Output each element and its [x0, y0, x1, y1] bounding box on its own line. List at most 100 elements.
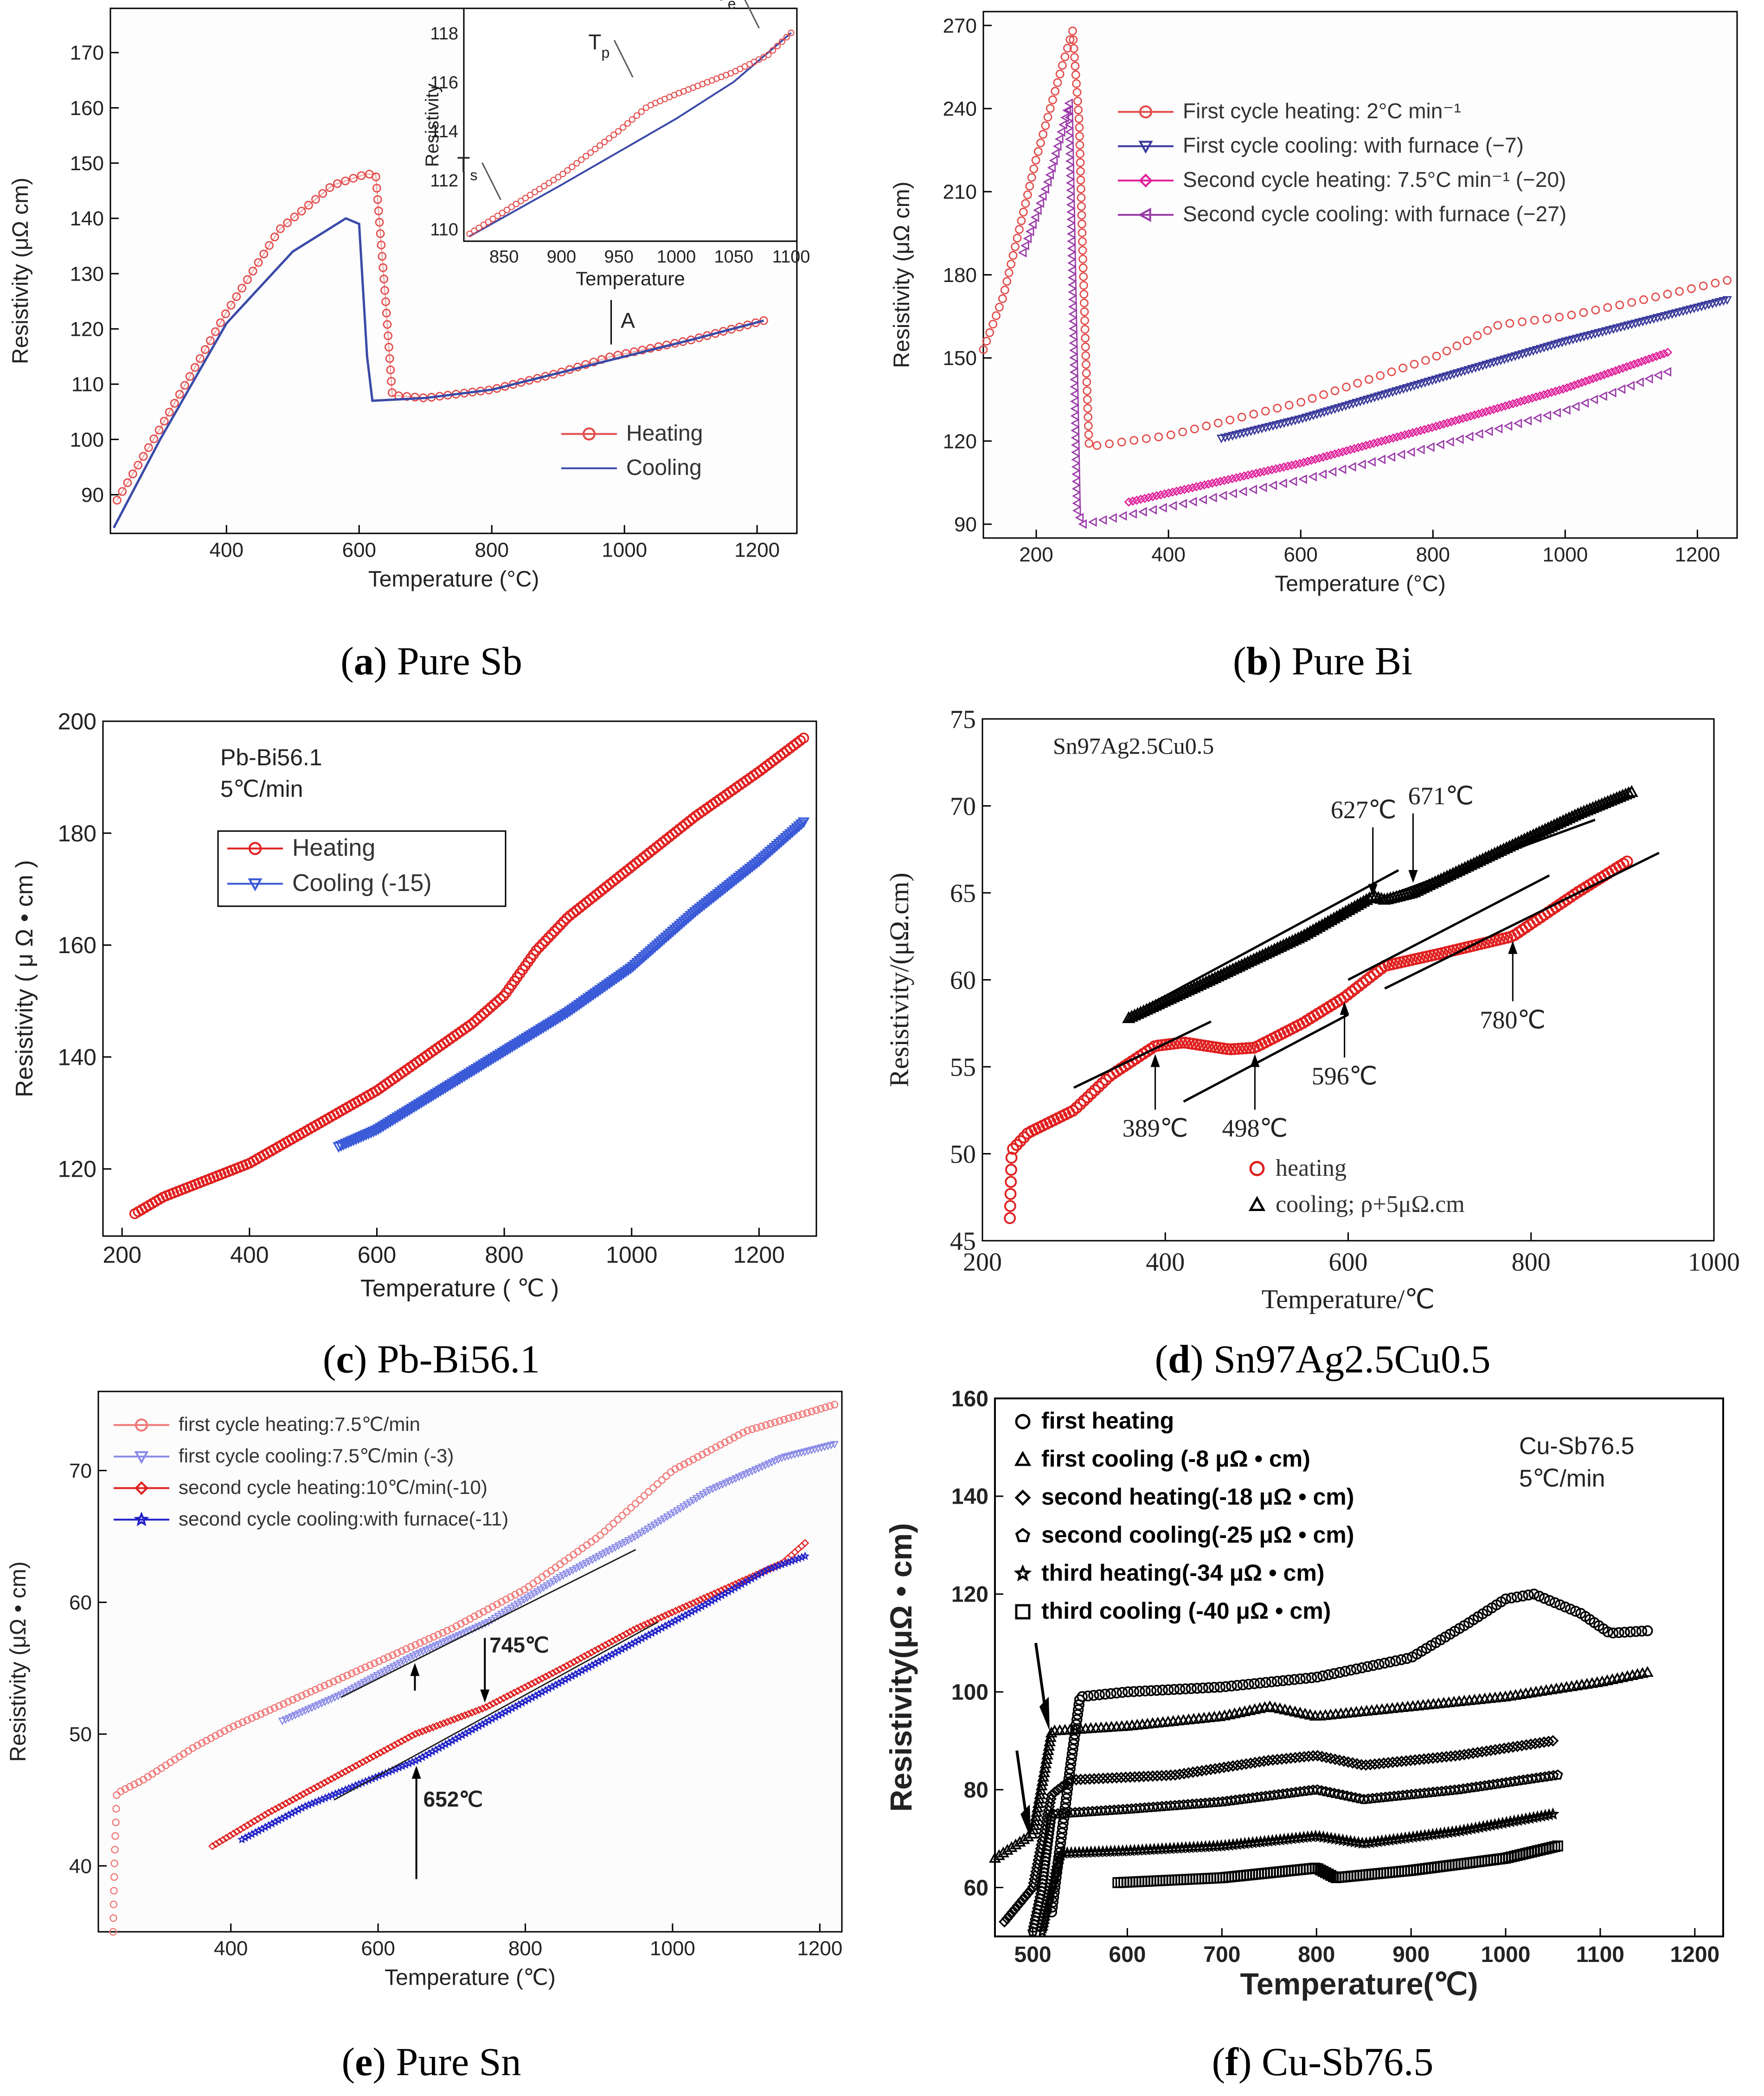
data-point	[496, 1696, 504, 1704]
data-point	[599, 981, 611, 993]
data-point	[264, 1808, 273, 1817]
data-point	[482, 1057, 494, 1068]
data-point	[1633, 358, 1642, 368]
data-point	[1377, 455, 1386, 464]
data-point	[546, 1580, 555, 1588]
legend-label: second cycle heating:10℃/min(-10)	[179, 1476, 488, 1498]
data-point	[1361, 441, 1371, 450]
data-point	[415, 1728, 423, 1737]
data-point	[1014, 1897, 1026, 1909]
data-point	[473, 1062, 485, 1074]
data-point	[1157, 1685, 1168, 1696]
inset-heating-point	[526, 192, 534, 199]
data-point	[1384, 1867, 1395, 1878]
data-point	[1584, 375, 1594, 385]
data-point	[1202, 422, 1211, 430]
data-point	[1316, 1785, 1327, 1795]
data-point	[1043, 177, 1052, 187]
data-point	[1066, 200, 1075, 210]
data-point	[492, 1051, 504, 1062]
data-point	[1644, 374, 1653, 384]
data-point	[1392, 432, 1402, 442]
data-point	[1357, 459, 1366, 469]
data-point	[1396, 1654, 1407, 1666]
data-point	[705, 894, 718, 905]
y-tick-label: 140	[58, 1044, 96, 1070]
data-point	[1493, 321, 1502, 330]
data-point	[1208, 1872, 1219, 1884]
data-point	[725, 878, 738, 889]
x-tick-label: 600	[358, 1242, 396, 1268]
data-point	[285, 1797, 294, 1806]
data-point	[411, 1641, 419, 1649]
data-point	[800, 1551, 810, 1560]
arrow-head	[1020, 1804, 1031, 1839]
data-point	[1244, 1757, 1257, 1769]
legend-marker	[1013, 1564, 1032, 1582]
data-point	[559, 1663, 568, 1672]
data-point	[737, 869, 750, 880]
data-point	[1644, 354, 1654, 364]
data-point	[475, 1061, 488, 1072]
data-point	[640, 1492, 648, 1500]
data-point	[798, 1410, 807, 1418]
data-point	[329, 1678, 338, 1686]
data-point	[1266, 1676, 1277, 1687]
data-point	[1283, 1674, 1294, 1686]
data-point	[432, 1642, 441, 1650]
data-point	[1081, 351, 1090, 360]
data-point	[1618, 363, 1628, 373]
data-point	[1076, 175, 1085, 185]
data-point	[686, 909, 699, 920]
data-point	[1180, 485, 1189, 494]
data-point	[1100, 1074, 1112, 1086]
data-point	[541, 1673, 550, 1681]
y-tick-label: 270	[943, 14, 977, 37]
annotation-text: Pb-Bi56.1	[220, 744, 322, 770]
data-point	[1462, 412, 1472, 422]
data-point	[723, 880, 736, 891]
data-point	[109, 1900, 118, 1909]
data-point	[1002, 277, 1012, 286]
data-point	[1079, 281, 1088, 290]
data-point	[334, 1771, 343, 1780]
data-point	[1476, 1820, 1490, 1833]
data-point	[380, 286, 389, 295]
data-point	[597, 1643, 606, 1651]
data-point	[775, 837, 788, 848]
data-point	[362, 1756, 371, 1764]
data-point	[1174, 1684, 1186, 1695]
data-point	[1513, 418, 1522, 429]
data-point	[1466, 411, 1475, 421]
data-point	[333, 179, 342, 188]
data-point	[411, 392, 420, 402]
data-point	[494, 994, 506, 1005]
data-point	[1220, 1681, 1232, 1692]
data-point	[1369, 1758, 1381, 1770]
data-point	[1123, 1686, 1134, 1698]
chart-title: Sn97Ag2.5Cu0.5	[1053, 733, 1214, 759]
data-point	[1469, 410, 1479, 420]
data-point	[753, 1424, 761, 1432]
data-point	[1007, 259, 1016, 269]
y-axis-label: Resistivity ( μ Ω • cm )	[11, 860, 38, 1097]
arrow-head	[411, 1765, 421, 1779]
data-point	[280, 1700, 288, 1708]
inset-heating-point	[536, 186, 543, 192]
legend-label: second cooling(-25 μΩ • cm)	[1041, 1522, 1354, 1548]
data-point	[1071, 62, 1080, 71]
data-point	[1187, 1873, 1199, 1885]
data-point	[1554, 385, 1564, 395]
data-point	[1426, 442, 1435, 452]
series-1	[333, 817, 810, 1153]
data-point	[770, 841, 783, 852]
data-point	[637, 1530, 646, 1538]
data-point	[1404, 429, 1414, 439]
data-point	[1067, 273, 1077, 282]
data-point	[784, 829, 796, 840]
data-point	[696, 1596, 705, 1604]
data-point	[1077, 202, 1086, 211]
inset-heating-point	[610, 131, 617, 138]
data-point	[1435, 420, 1445, 430]
